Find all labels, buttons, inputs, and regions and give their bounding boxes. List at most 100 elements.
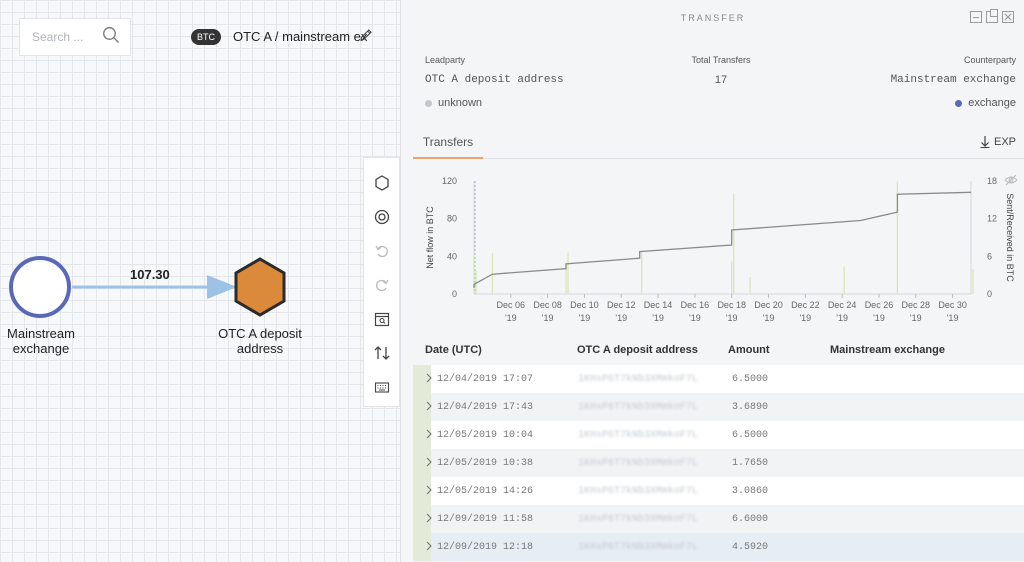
row-address: 1KHxP6T7kNb3XMmkoF7L [578, 457, 699, 469]
undo-icon[interactable] [367, 234, 397, 268]
hexagon-icon[interactable] [367, 166, 397, 200]
y-tick-left: 120 [442, 176, 457, 186]
row-address: 1KHxP6T7kNb3XMmkoF7L [578, 401, 699, 413]
x-tick-year: '19 [542, 313, 554, 323]
transfer-panel: TRANSFER Leadparty Total Transfers Count… [400, 0, 1024, 562]
node-label-line: exchange [12, 341, 70, 356]
col-counterparty-header[interactable]: Mainstream exchange [830, 344, 945, 356]
row-date: 12/05/2019 10:04 [437, 429, 534, 441]
transfers-chart: 0 40 80 120 0 6 12 18 Net flow in BTC Sent/Receiv… [425, 176, 1015, 323]
download-icon [980, 136, 990, 148]
y-tick-left: 80 [447, 214, 457, 224]
row-accent [413, 533, 431, 561]
col-leadparty-header[interactable]: OTC A deposit address [577, 344, 698, 356]
x-tick-label: Dec 30 [938, 300, 967, 310]
y-tick-right: 18 [987, 176, 997, 186]
row-date: 12/09/2019 11:58 [437, 513, 534, 525]
col-date-header[interactable]: Date (UTC) [425, 344, 482, 356]
chevron-right-icon[interactable] [425, 512, 433, 524]
node-label-line: Mainstream [7, 326, 75, 341]
x-tick-label: Dec 10 [570, 300, 599, 310]
row-accent [413, 365, 431, 393]
node-label-line: OTC A deposit [218, 326, 302, 341]
chevron-right-icon[interactable] [425, 456, 433, 468]
node-label-line: address [236, 341, 284, 356]
row-amount: 6.5000 [732, 373, 769, 385]
leadparty-tag: unknown [425, 97, 482, 109]
row-amount: 3.0860 [732, 485, 769, 497]
counterparty-value: Mainstream exchange [890, 74, 1016, 86]
y-axis-label: Net flow in BTC [425, 206, 435, 269]
x-tick-label: Dec 20 [754, 300, 783, 310]
panel-title: TRANSFER [680, 13, 746, 23]
redo-icon[interactable] [367, 268, 397, 302]
table-row[interactable]: 12/09/2019 11:58 1KHxP6T7kNb3XMmkoF7L 6.… [413, 505, 1024, 533]
total-transfers-value: 17 [714, 74, 728, 86]
search-input[interactable] [32, 30, 96, 44]
target-icon[interactable] [367, 200, 397, 234]
graph-toolbar [363, 157, 400, 407]
x-tick-year: '19 [689, 313, 701, 323]
tabs-divider [413, 158, 1024, 159]
window-controls [970, 9, 1014, 23]
net-flow-line [473, 191, 972, 288]
row-date: 12/05/2019 10:38 [437, 457, 534, 469]
table-row[interactable]: 12/09/2019 12:18 1KHxP6T7kNb3XMmkoF7L 4.… [413, 533, 1024, 561]
search-box[interactable] [19, 18, 131, 56]
row-date: 12/05/2019 14:26 [437, 485, 534, 497]
row-amount: 6.5000 [732, 429, 769, 441]
graph-title: OTC A / mainstream ex [233, 29, 368, 44]
x-tick-year: '19 [836, 313, 848, 323]
graph-canvas[interactable]: BTC OTC A / mainstream ex 107.30 Mainstr… [0, 0, 400, 562]
table-row[interactable]: 12/05/2019 10:04 1KHxP6T7kNb3XMmkoF7L 6.… [413, 421, 1024, 449]
row-amount: 6.6000 [732, 513, 769, 525]
table-row[interactable]: 12/04/2019 17:43 1KHxP6T7kNb3XMmkoF7L 3.… [413, 393, 1024, 421]
row-address: 1KHxP6T7kNb3XMmkoF7L [578, 513, 699, 525]
leadparty-tag-text: unknown [438, 97, 483, 109]
chevron-right-icon[interactable] [425, 540, 433, 552]
chevron-right-icon[interactable] [425, 428, 433, 440]
x-tick-year: '19 [873, 313, 885, 323]
keyboard-icon[interactable] [367, 370, 397, 404]
col-amount-header[interactable]: Amount [728, 344, 770, 356]
table-row[interactable]: 12/04/2019 17:07 1KHxP6T7kNb3XMmkoF7L 6.… [413, 365, 1024, 393]
x-tick-year: '19 [763, 313, 775, 323]
row-accent [413, 477, 431, 505]
mainstream-exchange-node[interactable] [9, 256, 71, 318]
row-accent [413, 393, 431, 421]
row-date: 12/09/2019 12:18 [437, 541, 534, 553]
restore-icon[interactable] [986, 9, 998, 23]
x-tick-year: '19 [579, 313, 591, 323]
swap-icon[interactable] [367, 336, 397, 370]
table-row[interactable]: 12/05/2019 10:38 1KHxP6T7kNb3XMmkoF7L 1.… [413, 449, 1024, 477]
row-address: 1KHxP6T7kNb3XMmkoF7L [578, 429, 699, 441]
otc-deposit-node[interactable] [234, 257, 286, 317]
x-tick-year: '19 [726, 313, 738, 323]
row-date: 12/04/2019 17:43 [437, 401, 534, 413]
row-accent [413, 449, 431, 477]
counterparty-label: Counterparty [963, 55, 1016, 65]
unknown-dot-icon [425, 99, 432, 107]
pencil-icon[interactable] [359, 28, 373, 47]
close-icon[interactable] [1002, 11, 1014, 23]
table-row[interactable]: 12/05/2019 14:26 1KHxP6T7kNb3XMmkoF7L 3.… [413, 477, 1024, 505]
search-icon[interactable] [102, 26, 120, 49]
export-button[interactable]: EXP [980, 136, 1016, 148]
eye-off-icon[interactable] [1004, 173, 1018, 191]
x-tick-year: '19 [505, 313, 517, 323]
export-label: EXP [993, 136, 1016, 148]
chevron-right-icon[interactable] [425, 484, 433, 496]
exchange-dot-icon [955, 99, 963, 107]
x-tick-year: '19 [615, 313, 627, 323]
minimize-icon[interactable] [970, 11, 982, 23]
row-amount: 4.5920 [732, 541, 769, 553]
x-tick-label: Dec 12 [607, 300, 636, 310]
y-tick-left: 0 [452, 289, 457, 299]
counterparty-tag: exchange [955, 97, 1016, 109]
chevron-right-icon[interactable] [425, 400, 433, 412]
chevron-right-icon[interactable] [425, 372, 433, 384]
search-calendar-icon[interactable] [367, 302, 397, 336]
x-tick-label: Dec 18 [717, 300, 746, 310]
tab-transfers[interactable]: Transfers [413, 128, 483, 159]
y-tick-left: 40 [447, 251, 457, 261]
